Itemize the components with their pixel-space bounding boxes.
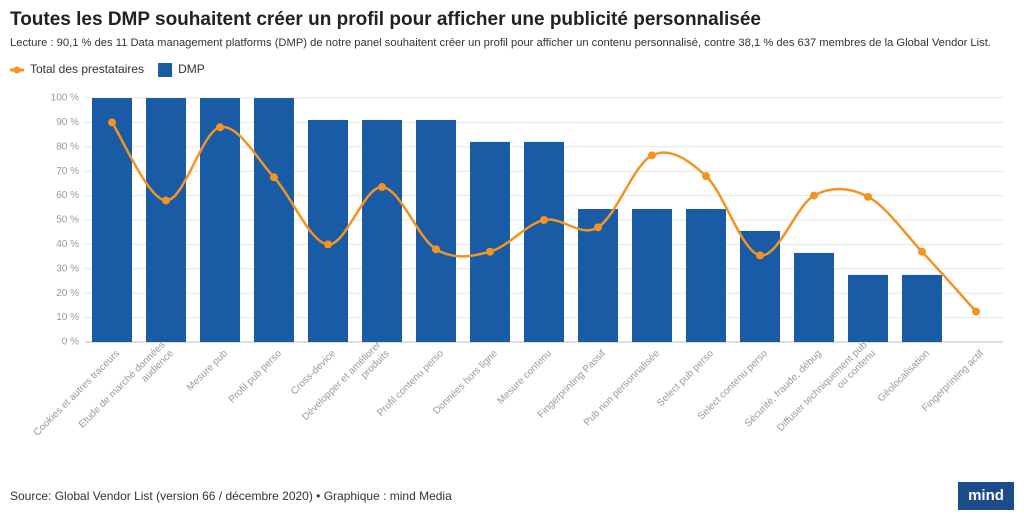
y-tick-label: 50 % xyxy=(56,215,79,226)
line-point xyxy=(756,251,764,260)
logo-box xyxy=(958,482,1014,510)
line-point xyxy=(864,192,872,201)
x-tick-label-group: Profil pub perso xyxy=(227,348,285,406)
y-tick-label: 60 % xyxy=(56,190,79,201)
bar xyxy=(470,141,510,342)
bar xyxy=(362,119,402,343)
line-point xyxy=(972,307,980,316)
x-tick-label: Profil pub perso xyxy=(227,348,285,406)
bar xyxy=(902,274,942,342)
legend-swatch xyxy=(158,63,173,77)
logo: mind xyxy=(968,487,1004,504)
bar xyxy=(686,209,726,342)
line-point xyxy=(162,196,170,205)
bar xyxy=(308,119,348,343)
x-tick-label-group: Mesure contenu xyxy=(495,348,553,406)
x-tick-label-group: Mesure pub xyxy=(185,348,230,393)
bar xyxy=(146,98,186,342)
x-tick-label-group: Géolocalisation xyxy=(876,348,932,404)
chart-subtitle: Lecture : 90,1 % des 11 Data management … xyxy=(10,37,991,49)
y-tick-label: 70 % xyxy=(56,166,79,177)
bar xyxy=(794,252,834,342)
legend-swatch xyxy=(13,66,21,74)
bar xyxy=(92,98,132,342)
y-tick-label: 30 % xyxy=(56,263,79,274)
source: Source: Global Vendor List (version 66 /… xyxy=(10,489,452,503)
x-tick-label: Select pub perso xyxy=(655,348,716,409)
bar xyxy=(848,274,888,342)
legend-label: Total des prestataires xyxy=(30,62,144,76)
line-point xyxy=(432,245,440,254)
line-point xyxy=(702,172,710,181)
line-point xyxy=(810,191,818,200)
legend-label: DMP xyxy=(178,62,205,76)
y-tick-label: 10 % xyxy=(56,312,79,323)
y-tick-label: 40 % xyxy=(56,239,79,250)
bar xyxy=(524,141,564,342)
bar xyxy=(416,119,456,343)
bar xyxy=(632,209,672,342)
line-point xyxy=(648,151,656,160)
line-point xyxy=(108,118,116,127)
x-tick-label: Mesure contenu xyxy=(495,348,553,406)
bar xyxy=(254,98,294,342)
line-point xyxy=(270,173,278,182)
line-point xyxy=(216,123,224,132)
x-tick-label: Géolocalisation xyxy=(876,348,932,404)
line-point xyxy=(594,223,602,232)
bar xyxy=(200,98,240,342)
chart-title: Toutes les DMP souhaitent créer un profi… xyxy=(10,9,761,30)
y-tick-label: 0 % xyxy=(62,337,79,348)
line-point xyxy=(540,216,548,224)
y-tick-label: 20 % xyxy=(56,288,79,299)
line-point xyxy=(918,247,926,256)
line-point xyxy=(378,183,386,192)
y-tick-label: 100 % xyxy=(51,93,79,104)
line-point xyxy=(486,247,494,256)
y-tick-label: 90 % xyxy=(56,117,79,128)
line-point xyxy=(324,240,332,249)
y-tick-label: 80 % xyxy=(56,141,79,152)
x-tick-label: Mesure pub xyxy=(185,348,230,393)
x-tick-label-group: Select pub perso xyxy=(655,348,716,409)
